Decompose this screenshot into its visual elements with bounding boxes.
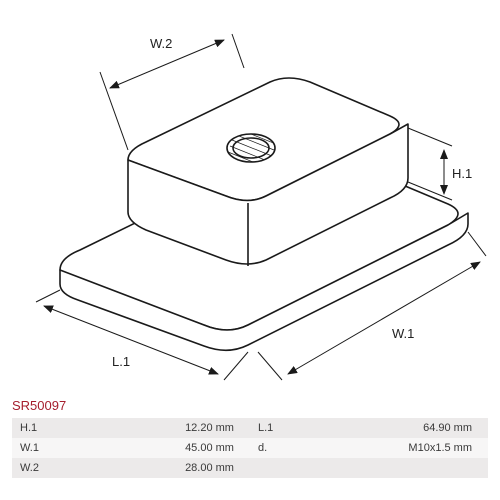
spec-table: H.1 12.20 mm L.1 64.90 mm W.1 45.00 mm d…: [12, 418, 488, 478]
table-row: W.1 45.00 mm d. M10x1.5 mm: [12, 438, 488, 458]
dim-label-w2: W.2: [150, 36, 172, 51]
spec-value: 28.00 mm: [68, 458, 250, 478]
dim-label-h1: H.1: [452, 166, 472, 181]
spec-key: [250, 458, 306, 478]
part-drawing: W.2 L.1 W.1 H.1: [0, 0, 500, 400]
spec-key: L.1: [250, 418, 306, 438]
spec-key: H.1: [12, 418, 68, 438]
drawing-area: W.2 L.1 W.1 H.1: [0, 0, 500, 400]
part-number: SR50097: [12, 398, 66, 413]
table-row: H.1 12.20 mm L.1 64.90 mm: [12, 418, 488, 438]
spec-key: d.: [250, 438, 306, 458]
spec-value: 12.20 mm: [68, 418, 250, 438]
spec-key: W.2: [12, 458, 68, 478]
table-row: W.2 28.00 mm: [12, 458, 488, 478]
tech-drawing-page: W.2 L.1 W.1 H.1 SR50097 H.1 12.20 mm L.1…: [0, 0, 500, 500]
spec-value: M10x1.5 mm: [306, 438, 488, 458]
spec-value: 64.90 mm: [306, 418, 488, 438]
spec-value: [306, 458, 488, 478]
spec-key: W.1: [12, 438, 68, 458]
dim-label-l1: L.1: [112, 354, 130, 369]
spec-value: 45.00 mm: [68, 438, 250, 458]
dim-label-w1: W.1: [392, 326, 414, 341]
